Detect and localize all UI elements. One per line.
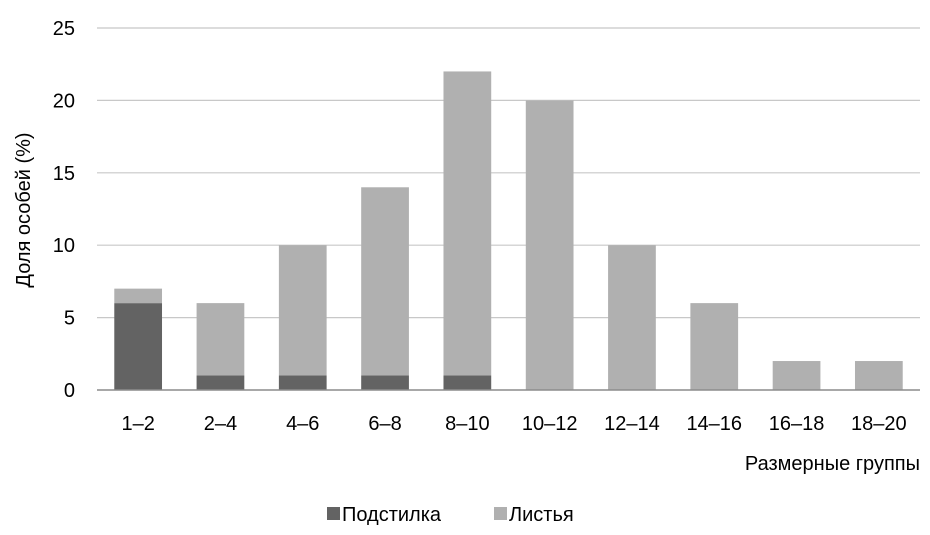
x-tick-label-0: 1–2 [121,413,154,435]
y-tick-labels: 0 5 10 15 20 25 [53,18,75,402]
x-tick-label-8: 16–18 [769,413,825,435]
bar-podstilka-0 [114,303,163,390]
x-tick-label-1: 2–4 [204,413,237,435]
x-tick-label-2: 4–6 [286,413,319,435]
y-tick-label-20: 20 [53,90,75,112]
bar-podstilka-3 [361,375,409,390]
bar-listya-8 [772,361,821,390]
bar-podstilka-1 [196,375,245,390]
legend: Подстилка Листья [327,504,574,526]
x-axis-title: Размерные группы [745,453,920,475]
bar-listya-2 [278,245,327,376]
x-tick-labels: 1–2 2–4 4–6 6–8 8–10 10–12 12–14 14–16 16–18 18–2… [121,413,906,435]
y-tick-label-0: 0 [64,380,75,402]
legend-swatch-0 [327,507,340,520]
y-axis-title: Доля особей (%) [13,132,35,287]
x-tick-label-4: 8–10 [445,413,490,435]
x-tick-label-7: 14–16 [686,413,742,435]
bar-listya-6 [608,245,656,390]
bar-podstilka-2 [278,375,327,390]
y-tick-label-25: 25 [53,18,75,40]
bar-listya-4 [443,71,492,376]
bar-listya-5 [525,100,574,391]
bar-listya-9 [854,361,903,390]
bars [114,71,903,391]
y-tick-label-5: 5 [64,308,75,330]
x-tick-label-5: 10–12 [522,413,578,435]
bar-listya-7 [690,303,739,390]
x-tick-label-9: 18–20 [851,413,907,435]
bar-listya-3 [361,187,409,376]
y-tick-label-15: 15 [53,163,75,185]
bar-podstilka-4 [443,375,492,390]
legend-label-0: Подстилка [342,504,442,526]
x-tick-label-3: 6–8 [368,413,401,435]
bar-listya-1 [196,303,245,376]
grid-lines [97,27,920,319]
legend-label-1: Листья [509,504,574,526]
x-tick-label-6: 12–14 [604,413,660,435]
legend-swatch-1 [494,507,507,520]
bar-listya-0 [114,288,163,304]
y-tick-label-10: 10 [53,235,75,257]
